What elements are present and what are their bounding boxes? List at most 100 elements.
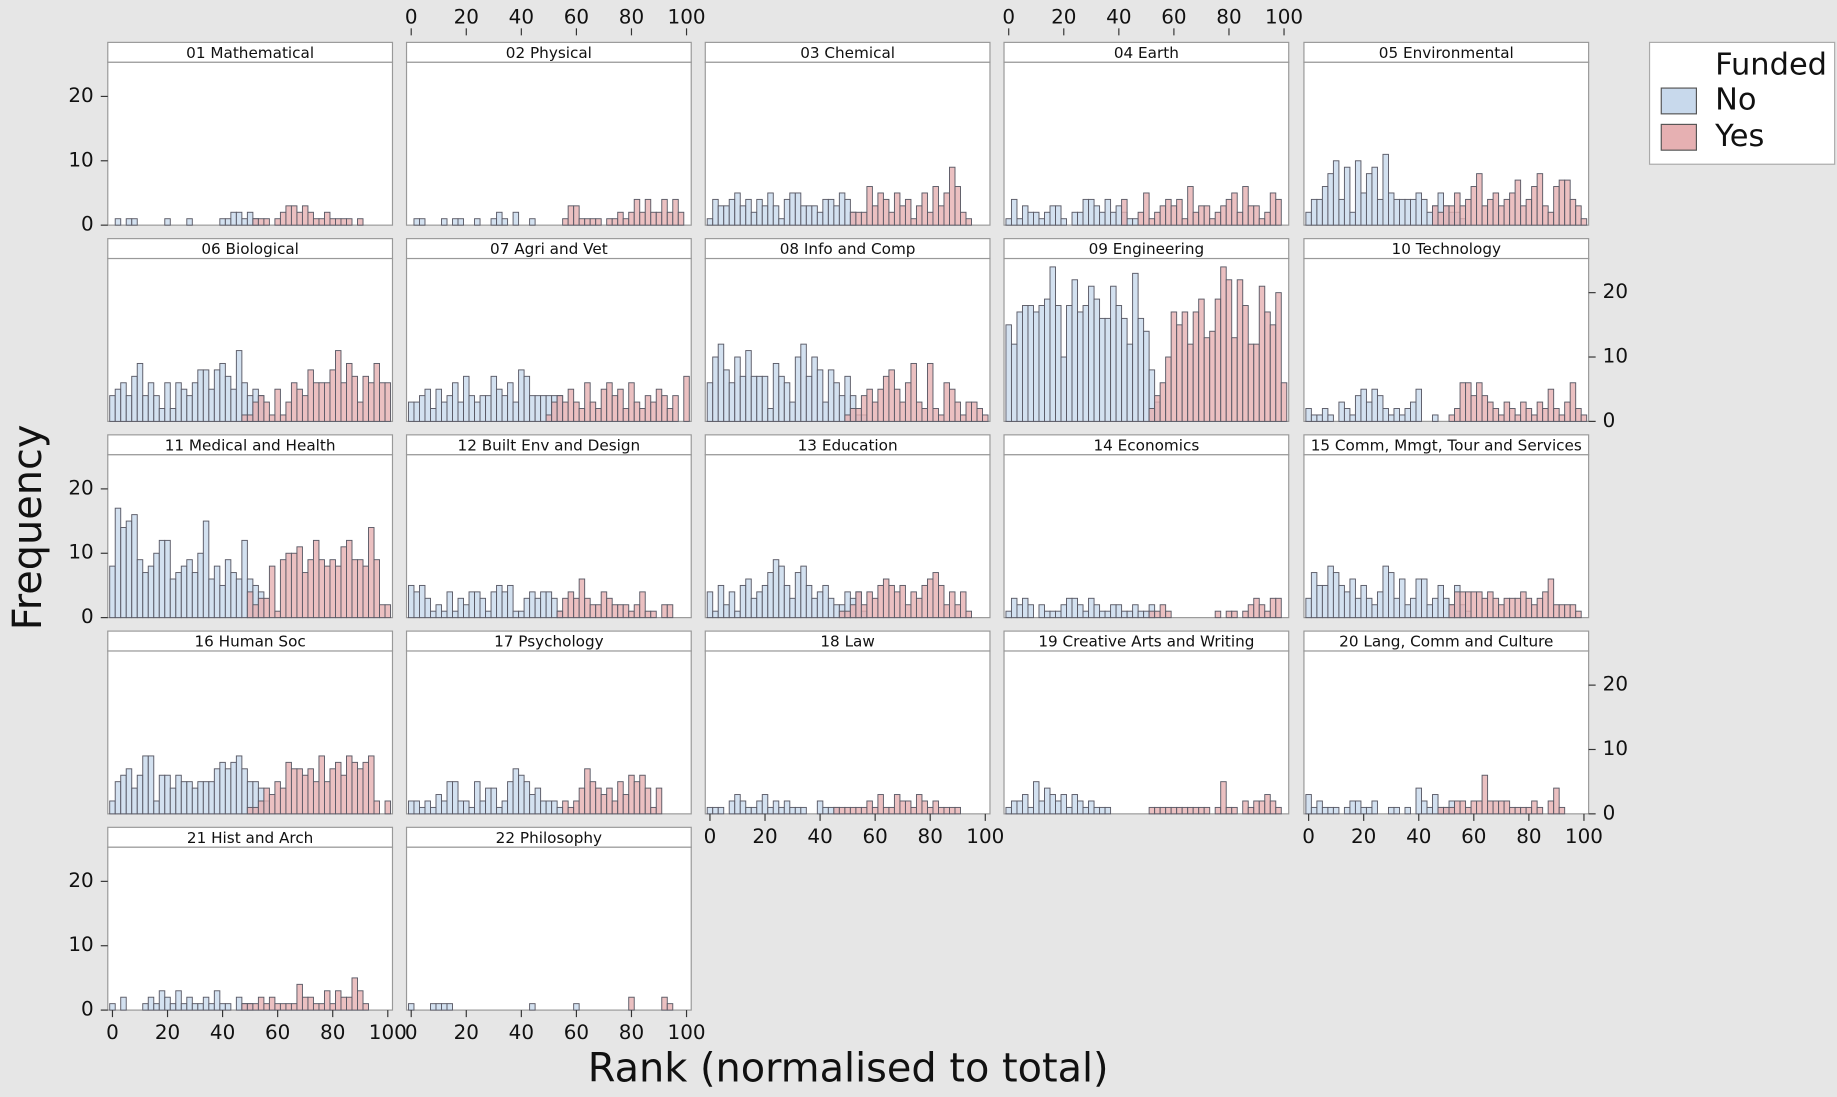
bar bbox=[1165, 610, 1172, 619]
bar bbox=[1132, 218, 1139, 226]
bar bbox=[1110, 285, 1117, 422]
bar bbox=[323, 211, 331, 226]
bar bbox=[529, 395, 536, 422]
y-tick-label: 0 bbox=[1603, 801, 1616, 824]
bar bbox=[811, 597, 818, 619]
x-tick-label: 60 bbox=[1461, 825, 1486, 848]
bar bbox=[893, 794, 901, 815]
bar bbox=[849, 211, 857, 226]
bar bbox=[379, 604, 386, 619]
bar bbox=[1258, 604, 1266, 619]
bar bbox=[1258, 800, 1266, 815]
bar bbox=[1005, 610, 1012, 619]
bar bbox=[368, 755, 375, 815]
bar bbox=[921, 800, 928, 815]
bar bbox=[468, 591, 476, 619]
bar bbox=[235, 578, 243, 619]
bar bbox=[1115, 604, 1123, 619]
bar bbox=[274, 388, 281, 422]
bar bbox=[479, 395, 487, 422]
y-tick-label: 20 bbox=[1603, 673, 1628, 696]
bar bbox=[507, 382, 514, 422]
bar bbox=[745, 578, 752, 619]
bar bbox=[888, 806, 895, 815]
bar bbox=[263, 401, 270, 422]
bar bbox=[169, 1003, 177, 1011]
bar bbox=[783, 382, 791, 422]
bar bbox=[274, 218, 281, 226]
bar bbox=[186, 395, 193, 422]
bar bbox=[772, 205, 780, 226]
bar bbox=[1531, 414, 1538, 422]
bar bbox=[1426, 604, 1433, 619]
bar bbox=[257, 597, 265, 619]
bar bbox=[589, 781, 597, 815]
bar bbox=[496, 584, 503, 619]
bar bbox=[441, 401, 448, 422]
bar bbox=[723, 604, 730, 619]
bar bbox=[147, 755, 155, 815]
bar bbox=[368, 527, 375, 619]
bar bbox=[175, 774, 182, 815]
bar bbox=[384, 382, 392, 422]
bar bbox=[1459, 800, 1467, 815]
bar bbox=[241, 414, 248, 422]
bar bbox=[1525, 597, 1533, 619]
bar bbox=[1010, 343, 1018, 422]
bar bbox=[1231, 806, 1238, 815]
bar bbox=[606, 597, 613, 619]
bar bbox=[1187, 806, 1194, 815]
bar bbox=[739, 205, 747, 226]
bar bbox=[512, 610, 520, 619]
bar bbox=[805, 205, 813, 226]
bar bbox=[855, 806, 862, 815]
bar bbox=[1305, 794, 1312, 815]
bar bbox=[860, 211, 868, 226]
bar bbox=[943, 192, 950, 226]
bar bbox=[767, 806, 774, 815]
plot-area bbox=[704, 61, 991, 226]
bar bbox=[191, 382, 199, 422]
bar bbox=[318, 382, 325, 422]
bar bbox=[153, 1003, 160, 1011]
bar bbox=[1481, 205, 1489, 226]
bar bbox=[888, 211, 895, 226]
y-tick-label: 0 bbox=[81, 605, 94, 628]
bar bbox=[822, 401, 829, 422]
y-tick-label: 10 bbox=[1603, 737, 1628, 760]
bar bbox=[1242, 186, 1249, 226]
x-tick-label: 20 bbox=[454, 5, 479, 28]
bar bbox=[252, 1003, 259, 1011]
bar bbox=[1253, 343, 1260, 422]
bar bbox=[860, 806, 868, 815]
bar bbox=[1520, 205, 1527, 226]
bar bbox=[822, 584, 829, 619]
bar bbox=[125, 218, 133, 226]
bar bbox=[584, 597, 591, 619]
bar bbox=[910, 218, 917, 226]
bar bbox=[1305, 408, 1312, 422]
bar bbox=[474, 781, 481, 815]
bar bbox=[252, 218, 259, 226]
bar bbox=[1280, 382, 1288, 422]
bar bbox=[323, 781, 331, 815]
bar bbox=[357, 768, 364, 815]
bar bbox=[833, 205, 840, 226]
bar bbox=[109, 395, 116, 422]
legend-title: Funded bbox=[1715, 47, 1827, 82]
bar bbox=[274, 781, 281, 815]
bar bbox=[849, 806, 857, 815]
bar bbox=[1332, 572, 1340, 619]
bar bbox=[191, 572, 199, 619]
bar bbox=[1454, 192, 1461, 226]
bar bbox=[446, 781, 453, 815]
bar bbox=[611, 604, 619, 619]
x-tick-label: 100 bbox=[668, 5, 706, 28]
bar bbox=[562, 401, 569, 422]
bar bbox=[932, 800, 939, 815]
bar bbox=[346, 996, 353, 1011]
bar bbox=[1044, 610, 1051, 619]
bar bbox=[1181, 311, 1189, 422]
bar bbox=[893, 591, 901, 619]
bar bbox=[457, 401, 464, 422]
